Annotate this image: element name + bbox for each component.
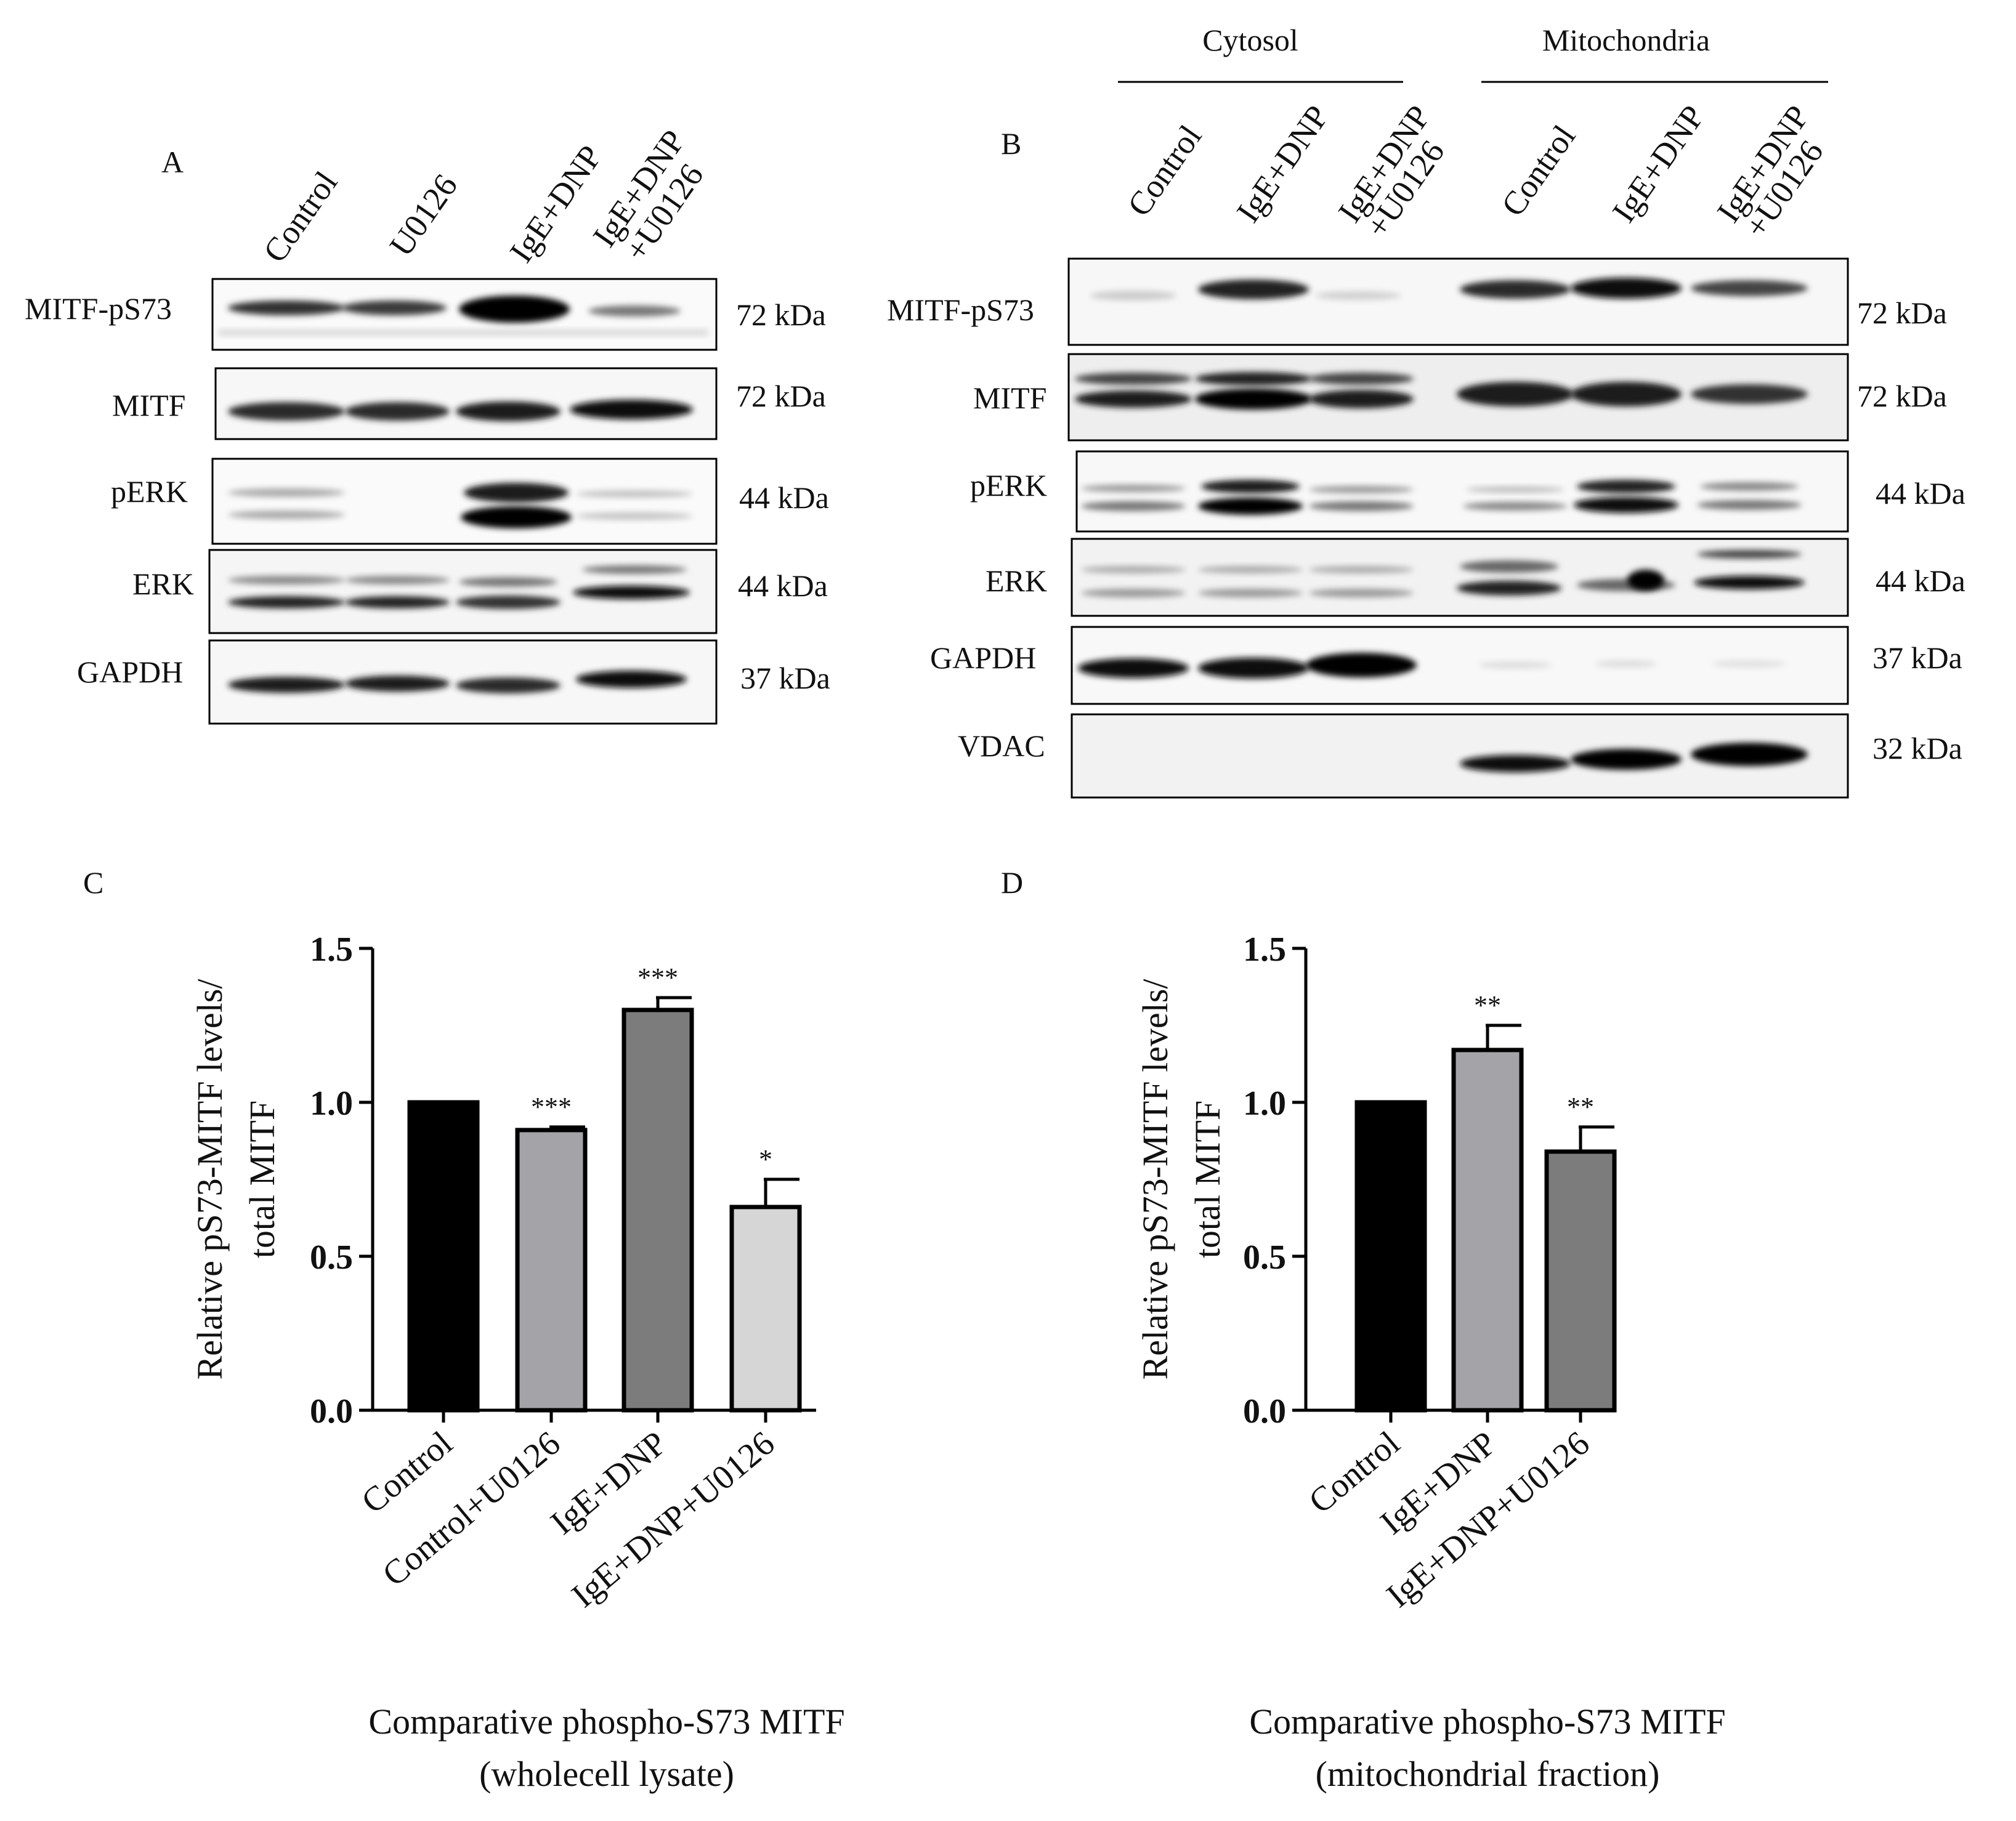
panel-c-chart: C 0.0 0.5 1.0 1.5 Relative pS73-MITF levels/… bbox=[83, 865, 816, 1615]
blot-label: pERK bbox=[111, 474, 188, 509]
blot-a-mitf-ps73: MITF-pS73 72 kDa bbox=[25, 278, 826, 351]
panel-b: B Cytosol Mitochondria Control IgE+DNP I… bbox=[887, 23, 1965, 799]
blot-label: ERK bbox=[132, 567, 194, 601]
blot-a-gapdh: GAPDH 37 kDa bbox=[77, 639, 830, 725]
blot-b-perk: pERK 44 kDa bbox=[970, 450, 1965, 533]
panel-c-letter: C bbox=[83, 865, 103, 900]
bar bbox=[729, 1205, 802, 1413]
y-tick-label: 1.0 bbox=[310, 1084, 353, 1123]
bar bbox=[515, 1128, 588, 1413]
y-tick-label: 0.0 bbox=[310, 1392, 353, 1431]
bar bbox=[1544, 1149, 1617, 1413]
significance-marker: *** bbox=[638, 963, 678, 993]
chart-d-caption-line1: Comparative phospho-S73 MITF bbox=[1249, 1702, 1725, 1742]
y-axis-label-line1: Relative pS73-MITF levels/ bbox=[190, 979, 230, 1380]
panel-b-letter: B bbox=[1001, 126, 1021, 161]
significance-marker: ** bbox=[1474, 990, 1501, 1020]
panel-b-lane-label: IgE+DNP bbox=[1229, 99, 1336, 229]
molecular-weight-label: 37 kDa bbox=[740, 661, 830, 695]
molecular-weight-label: 44 kDa bbox=[1876, 476, 1965, 511]
y-axis-label-line2: total MITF bbox=[1188, 1100, 1228, 1258]
blot-label: VDAC bbox=[958, 729, 1045, 763]
panel-a-lane-label: Control bbox=[256, 164, 345, 269]
y-axis-label-line1: Relative pS73-MITF levels/ bbox=[1135, 979, 1175, 1380]
blot-a-perk: pERK 44 kDa bbox=[111, 458, 829, 545]
bar bbox=[1354, 1100, 1427, 1413]
blot-label: pERK bbox=[970, 468, 1047, 503]
y-tick-label: 1.5 bbox=[310, 931, 353, 969]
y-tick-label: 0.5 bbox=[1243, 1238, 1286, 1277]
significance-marker: * bbox=[759, 1144, 772, 1174]
panel-a-lane-label: U0126 bbox=[383, 168, 464, 263]
group-label-cytosol: Cytosol bbox=[1202, 23, 1298, 57]
y-axis-label-line2: total MITF bbox=[242, 1100, 282, 1258]
panel-a: A Control U0126 IgE+DNP IgE+DNP +U0126 M… bbox=[25, 123, 830, 725]
bar bbox=[407, 1100, 480, 1413]
group-label-mitochondria: Mitochondria bbox=[1542, 23, 1710, 57]
y-tick-label: 0.5 bbox=[310, 1238, 353, 1277]
molecular-weight-label: 44 kDa bbox=[1876, 563, 1965, 598]
y-tick-label: 1.5 bbox=[1243, 931, 1286, 969]
blot-b-erk: ERK 44 kDa bbox=[986, 538, 1965, 617]
panel-b-lane-label: IgE+DNP bbox=[1605, 99, 1712, 229]
blot-label: MITF bbox=[112, 388, 185, 422]
panel-b-lane-label: Control bbox=[1120, 118, 1209, 223]
chart-c-caption-line2: (wholecell lysate) bbox=[479, 1754, 734, 1794]
chart-d-caption-line2: (mitochondrial fraction) bbox=[1316, 1754, 1660, 1794]
y-tick-label: 1.0 bbox=[1243, 1084, 1286, 1123]
blot-b-mitf: MITF 72 kDa bbox=[973, 353, 1947, 442]
significance-marker: ** bbox=[1567, 1092, 1594, 1122]
molecular-weight-label: 44 kDa bbox=[738, 568, 828, 603]
significance-marker: *** bbox=[531, 1092, 572, 1122]
molecular-weight-label: 72 kDa bbox=[736, 379, 826, 413]
blot-label: MITF bbox=[973, 381, 1046, 415]
blot-label: MITF-pS73 bbox=[887, 293, 1034, 327]
molecular-weight-label: 72 kDa bbox=[736, 297, 826, 332]
molecular-weight-label: 72 kDa bbox=[1857, 379, 1947, 413]
molecular-weight-label: 32 kDa bbox=[1872, 731, 1962, 765]
panel-a-lane-label: IgE+DNP bbox=[503, 139, 609, 269]
blot-b-mitf-ps73: MITF-pS73 72 kDa bbox=[887, 257, 1947, 346]
molecular-weight-label: 44 kDa bbox=[739, 480, 829, 515]
bar bbox=[621, 1007, 694, 1413]
molecular-weight-label: 37 kDa bbox=[1872, 640, 1962, 675]
y-tick-label: 0.0 bbox=[1243, 1392, 1286, 1431]
panel-b-lane-label: Control bbox=[1494, 118, 1583, 223]
panel-d-letter: D bbox=[1001, 865, 1023, 900]
blot-a-mitf: MITF 72 kDa bbox=[112, 367, 826, 440]
blot-b-vdac: VDAC 32 kDa bbox=[958, 713, 1962, 799]
panel-d-chart: D 0.0 0.5 1.0 1.5 Relative pS73-MITF levels/… bbox=[1001, 865, 1617, 1615]
panel-a-letter: A bbox=[161, 145, 184, 179]
blot-b-gapdh: GAPDH 37 kDa bbox=[930, 626, 1962, 705]
blot-label: ERK bbox=[986, 563, 1047, 598]
chart-c-caption-line1: Comparative phospho-S73 MITF bbox=[368, 1702, 844, 1742]
blot-label: GAPDH bbox=[77, 655, 183, 689]
molecular-weight-label: 72 kDa bbox=[1857, 296, 1947, 330]
blot-label: GAPDH bbox=[930, 640, 1036, 675]
blot-label: MITF-pS73 bbox=[25, 291, 172, 326]
bar bbox=[1451, 1048, 1524, 1413]
blot-a-erk: ERK 44 kDa bbox=[132, 549, 828, 634]
